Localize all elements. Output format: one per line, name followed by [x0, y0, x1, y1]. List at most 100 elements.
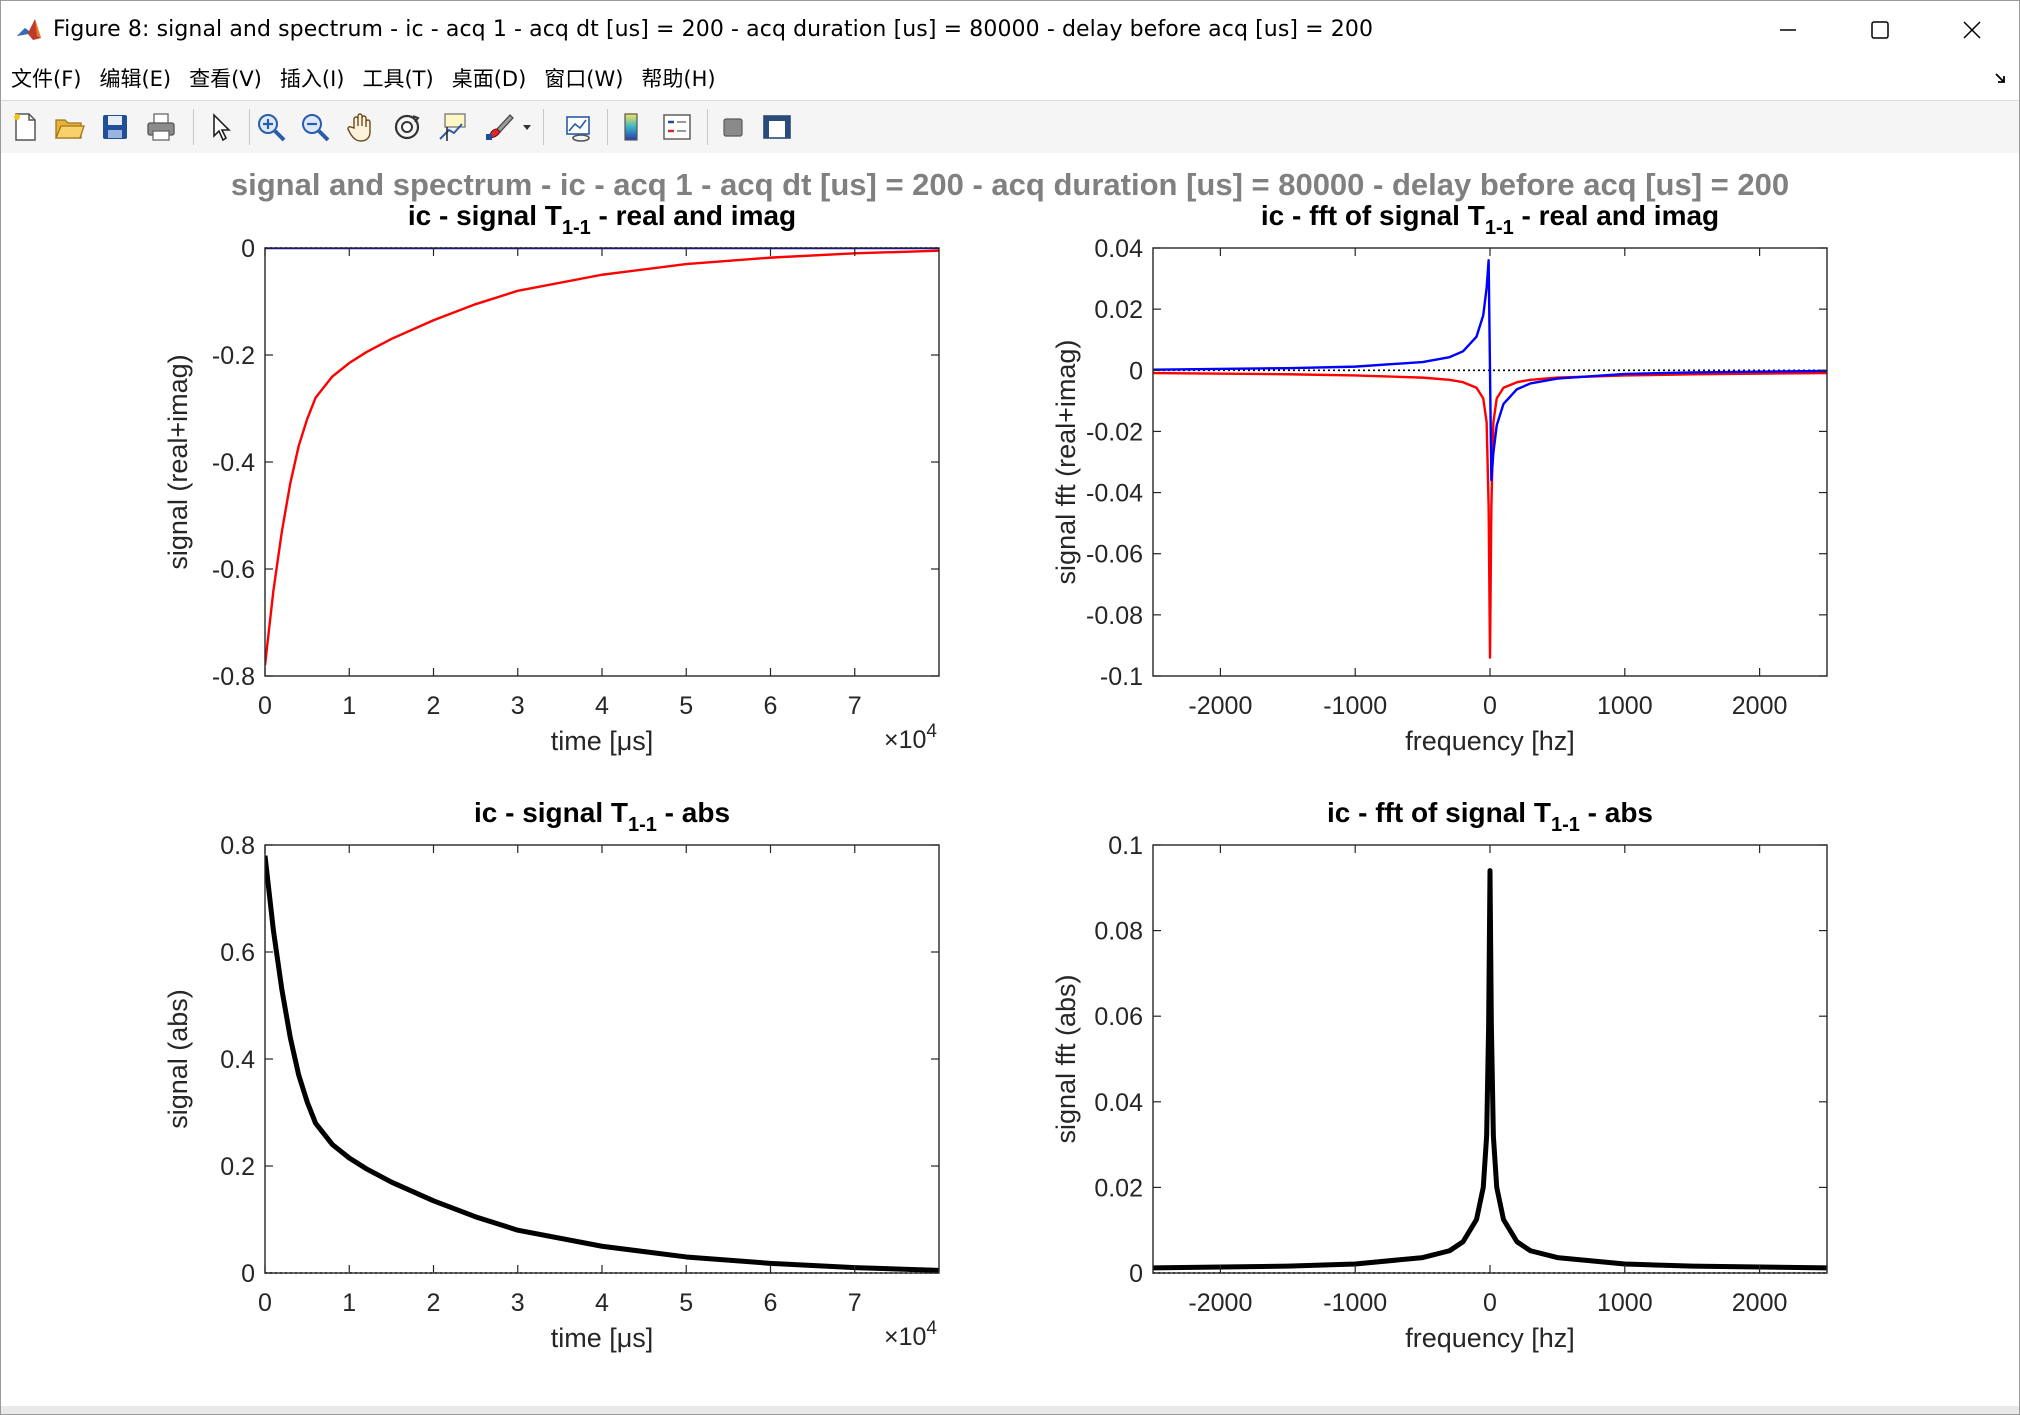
y-tick-label: 0.2 [220, 1153, 255, 1181]
menu-window[interactable]: 窗口(W) [544, 67, 624, 91]
y-tick-label: -0.06 [1086, 541, 1143, 569]
pan-hand-icon [347, 113, 371, 142]
figure-canvas: signal and spectrum - ic - acq 1 - acq d… [1, 153, 2019, 1414]
x-tick-label: 3 [511, 692, 525, 720]
y-tick-label: -0.1 [1100, 663, 1143, 691]
x-tick-label: 4 [595, 692, 609, 720]
pan-button[interactable] [341, 107, 381, 147]
menu-tools[interactable]: 工具(T) [362, 67, 434, 91]
hide-plot-tools-button[interactable] [713, 107, 753, 147]
show-plot-tools-icon [763, 115, 791, 139]
x-tick-label: 2000 [1732, 692, 1788, 720]
new-figure-button[interactable] [5, 107, 45, 147]
new-figure-icon [14, 113, 36, 141]
y-axis-label: signal (abs) [163, 989, 193, 1129]
x-axis-label: frequency [hz] [1405, 1323, 1575, 1353]
rotate-3d-icon [394, 114, 420, 140]
legend-button[interactable] [657, 107, 697, 147]
y-tick-label: 0.04 [1094, 1089, 1143, 1117]
x-axis-exponent: ×104 [884, 1318, 937, 1351]
series-line-abs [265, 855, 939, 1273]
zoom-out-button[interactable] [295, 107, 335, 147]
title-bar[interactable]: Figure 8: signal and spectrum - ic - acq… [1, 1, 2019, 58]
subplot-title: ic - signal T1-1 - abs [474, 797, 730, 836]
x-tick-label: -1000 [1323, 1289, 1387, 1317]
x-tick-label: 3 [511, 1289, 525, 1317]
x-tick-label: 1000 [1597, 1289, 1653, 1317]
y-tick-label: -0.04 [1086, 480, 1143, 508]
y-tick-label: -0.2 [212, 342, 255, 370]
x-tick-label: 1 [342, 692, 356, 720]
series-line-real [265, 249, 939, 666]
x-tick-label: 0 [1483, 692, 1497, 720]
y-tick-label: 0.6 [220, 939, 255, 967]
x-axis-label: time [μs] [551, 1323, 654, 1353]
menu-bar: 文件(F) 编辑(E) 查看(V) 插入(I) 工具(T) 桌面(D) 窗口(W… [1, 58, 2019, 100]
y-tick-label: -0.4 [212, 449, 255, 477]
minimize-icon [1780, 28, 1796, 31]
dock-figure-icon[interactable] [1993, 70, 2009, 86]
menu-file[interactable]: 文件(F) [11, 67, 82, 91]
show-plot-tools-button[interactable] [757, 107, 797, 147]
subplot-title: ic - fft of signal T1-1 - abs [1327, 797, 1653, 836]
brush-dropdown-icon [523, 125, 531, 130]
y-tick-label: -0.08 [1086, 602, 1143, 630]
menu-desktop[interactable]: 桌面(D) [451, 67, 527, 91]
maximize-button[interactable] [1834, 1, 1926, 58]
window-title: Figure 8: signal and spectrum - ic - acq… [53, 17, 1374, 42]
brush-dropdown-button[interactable] [517, 107, 537, 147]
x-tick-label: 2000 [1732, 1289, 1788, 1317]
subplot-3[interactable]: 0 1 2 3 4 5 6 7 0 0.2 0.4 0.6 0.8 ×104 time [μs] signal… [163, 797, 940, 1353]
zoom-in-button[interactable] [251, 107, 291, 147]
x-axis-label: time [μs] [551, 726, 654, 756]
y-tick-label: 0 [241, 235, 255, 263]
y-tick-label: -0.02 [1086, 418, 1143, 446]
zoom-out-icon [302, 114, 330, 142]
select-arrow-icon [213, 113, 231, 142]
save-icon [103, 115, 127, 139]
data-cursor-button[interactable] [433, 107, 473, 147]
data-cursor-icon [439, 113, 466, 141]
close-button[interactable] [1926, 1, 2018, 58]
x-tick-label: 4 [595, 1289, 609, 1317]
x-tick-label: -2000 [1188, 692, 1252, 720]
y-tick-label: 0 [1129, 357, 1143, 385]
x-tick-label: 2 [427, 692, 441, 720]
x-tick-label: 0 [258, 692, 272, 720]
subplot-2[interactable]: -2000 -1000 0 1000 2000 -0.1 -0.08 -0.06 -0.04 -0… [1051, 200, 1828, 756]
subplot-1[interactable]: 0 1 2 3 4 5 6 7 -0.8 -0.6 -0.4 -0.2 0 ×104 time [μs] si… [163, 200, 940, 756]
x-tick-label: 1000 [1597, 692, 1653, 720]
y-tick-label: 0.1 [1108, 832, 1143, 860]
menu-help[interactable]: 帮助(H) [641, 67, 716, 91]
y-tick-label: 0 [1129, 1260, 1143, 1288]
hide-plot-tools-icon [723, 118, 743, 137]
open-file-button[interactable] [49, 107, 89, 147]
y-tick-label: 0.08 [1094, 918, 1143, 946]
plot-area[interactable] [265, 248, 939, 676]
close-icon [1963, 20, 1981, 39]
x-tick-label: 2 [427, 1289, 441, 1317]
x-tick-label: 7 [848, 1289, 862, 1317]
save-button[interactable] [95, 107, 135, 147]
y-tick-label: -0.6 [212, 556, 255, 584]
series-line-imag [1153, 259, 1827, 482]
brush-button[interactable] [479, 107, 519, 147]
maximize-icon [1871, 20, 1889, 39]
menu-insert[interactable]: 插入(I) [279, 67, 345, 91]
rotate-3d-button[interactable] [387, 107, 427, 147]
plot-area[interactable] [265, 845, 939, 1273]
menu-view[interactable]: 查看(V) [189, 67, 262, 91]
figure-toolbar [1, 100, 2019, 154]
subplot-4[interactable]: -2000 -1000 0 1000 2000 0 0.02 0.04 0.06 0.08 0.1 f… [1051, 797, 1828, 1353]
menu-edit[interactable]: 编辑(E) [99, 67, 172, 91]
select-arrow-button[interactable] [201, 107, 241, 147]
minimize-button[interactable] [1742, 1, 1834, 58]
x-tick-label: 5 [679, 692, 693, 720]
link-plot-button[interactable] [559, 107, 599, 147]
x-tick-label: 0 [1483, 1289, 1497, 1317]
taskbar-strip [1, 1406, 2019, 1414]
figure-suptitle: signal and spectrum - ic - acq 1 - acq d… [231, 167, 1789, 202]
print-button[interactable] [141, 107, 181, 147]
colorbar-button[interactable] [611, 107, 651, 147]
